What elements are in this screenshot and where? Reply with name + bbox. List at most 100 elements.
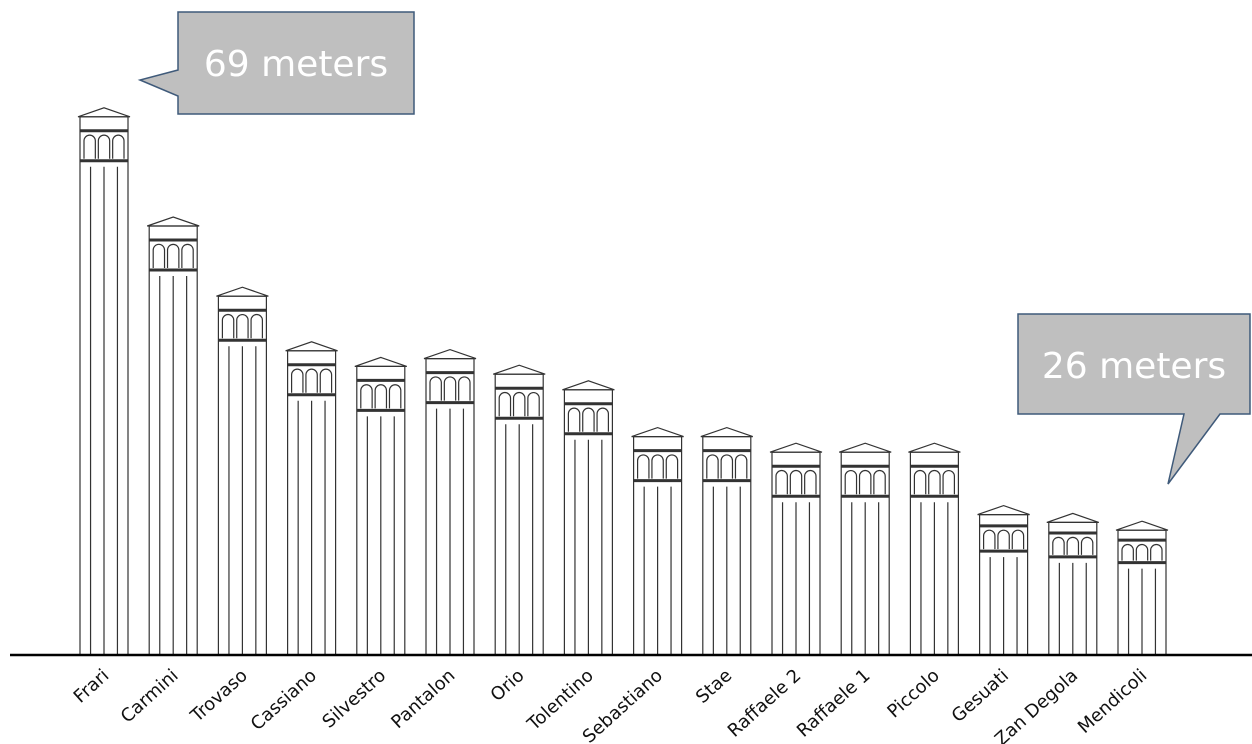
tower-roof — [493, 364, 546, 375]
tower-roof — [977, 504, 1030, 516]
tower-carmini — [147, 216, 200, 656]
tick-label-gesuati: Gesuati — [948, 665, 1013, 727]
belfry-arch — [1150, 544, 1163, 561]
tower-roof — [1046, 512, 1099, 524]
tick-label-frari: Frari — [70, 665, 114, 707]
belfry-arch — [152, 243, 166, 268]
belfry-arch — [567, 407, 581, 432]
tower-pantalon — [423, 348, 477, 656]
belfry-arch — [388, 384, 402, 409]
belfry-arch — [706, 454, 719, 479]
tower-mendicoli — [1115, 520, 1169, 656]
callout-frari-label: 69 meters — [204, 44, 388, 85]
belfry-arch — [374, 384, 388, 409]
tick-label-silvestro: Silvestro — [318, 665, 390, 733]
tower-roof — [908, 442, 961, 453]
belfry-arch — [1121, 544, 1134, 561]
belfry-arch — [181, 243, 194, 268]
tower-sebastiano — [631, 426, 684, 656]
tower-gesuati — [977, 504, 1030, 656]
belfry-arch — [1052, 536, 1065, 555]
belfry-arch — [360, 384, 373, 409]
tower-roof — [700, 426, 753, 438]
tick-label-stae: Stae — [692, 665, 736, 708]
tower-silvestro — [354, 356, 407, 656]
callout-mendicoli: 26 meters — [1017, 313, 1251, 485]
tick-labels: Frari Carmini TrovasoCassianoSilvestroPant… — [70, 665, 1152, 744]
tick-label-raffaele-1: Raffaele 1 — [793, 665, 875, 741]
tower-orio — [493, 364, 546, 656]
belfry-arch — [97, 134, 111, 159]
tower-roof — [354, 356, 407, 367]
belfry-arch — [236, 314, 249, 339]
belfry-arch — [789, 470, 803, 495]
tick-label-trovaso: Trovaso — [186, 665, 252, 727]
tower-roof — [1115, 520, 1169, 531]
tick-label-pantalon: Pantalon — [387, 665, 459, 733]
belfry-arch — [443, 376, 457, 401]
tower-roof — [285, 341, 338, 352]
belfry-arch — [250, 314, 263, 339]
belfry-arch — [734, 454, 748, 479]
tick-label-piccolo: Piccolo — [883, 665, 943, 722]
tower-stae — [700, 426, 753, 656]
tower-piccolo — [908, 442, 961, 656]
belfry-arch — [651, 454, 664, 479]
tower-raffaele-1 — [839, 442, 892, 656]
belfry-arch — [775, 470, 788, 495]
belfry-arch — [458, 376, 471, 401]
callout-frari-shape — [137, 11, 415, 115]
belfry-arch — [512, 392, 526, 417]
tower-roof — [562, 380, 615, 391]
towers-group — [77, 107, 1169, 656]
belfry-arch — [112, 134, 125, 159]
belfry-arch — [498, 392, 512, 417]
tower-trovaso — [216, 286, 269, 656]
tower-roof — [77, 107, 131, 118]
belfry-arch — [429, 376, 442, 401]
belfry-arch — [720, 454, 734, 479]
belfry-arch — [305, 368, 318, 393]
belfry-arch — [319, 368, 333, 393]
tower-roof — [839, 442, 892, 453]
tower-tolentino — [562, 380, 615, 656]
belfry-arch — [527, 392, 540, 417]
belfry-arch — [873, 470, 886, 495]
tick-label-carmini: Carmini — [117, 665, 183, 727]
tick-label-raffaele-2: Raffaele 2 — [724, 665, 806, 741]
belfry-arch — [1066, 536, 1080, 555]
belfry-arch — [942, 470, 955, 495]
belfry-arch — [665, 454, 679, 479]
belfry-arch — [582, 407, 595, 432]
callout-mendicoli-shape — [1017, 313, 1251, 485]
callout-frari: 69 meters — [137, 11, 415, 115]
tower-roof — [216, 286, 269, 297]
tower-cassiano — [285, 341, 338, 656]
tick-label-cassiano: Cassiano — [247, 665, 321, 735]
belfry-arch — [1135, 544, 1149, 561]
belfry-arch — [804, 470, 817, 495]
belfry-arch — [1011, 529, 1025, 550]
tower-roof — [631, 426, 684, 438]
belfry-arch — [983, 529, 996, 550]
tower-roof — [769, 442, 823, 453]
belfry-arch — [83, 134, 96, 159]
belfry-arch — [858, 470, 872, 495]
belfry-arch — [913, 470, 927, 495]
tick-label-mendicoli: Mendicoli — [1074, 665, 1151, 738]
tick-label-orio: Orio — [487, 665, 529, 706]
tower-raffaele-2 — [769, 442, 823, 656]
belfry-arch — [166, 243, 180, 268]
belfry-arch — [221, 314, 235, 339]
belfry-arch — [844, 470, 858, 495]
tower-frari — [77, 107, 131, 656]
belfry-arch — [637, 454, 650, 479]
belfry-arch — [291, 368, 304, 393]
tower-zan-degola — [1046, 512, 1099, 656]
belfry-arch — [1080, 536, 1094, 555]
belfry-arch — [928, 470, 941, 495]
tower-roof — [147, 216, 200, 227]
belfry-arch — [596, 407, 609, 432]
callout-mendicoli-label: 26 meters — [1042, 346, 1226, 387]
